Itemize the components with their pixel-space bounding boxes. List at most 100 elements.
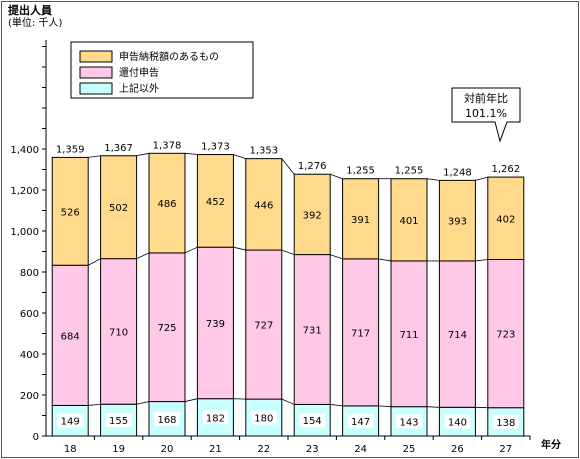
bar-total-label: 1,248 bbox=[443, 167, 472, 178]
bar-segment bbox=[438, 179, 476, 262]
value-label-background bbox=[492, 414, 519, 429]
series-connector-line bbox=[330, 173, 343, 180]
series-connector-line bbox=[330, 404, 343, 407]
callout-value: 101.1% bbox=[465, 107, 507, 120]
bar-value-label: 710 bbox=[109, 327, 128, 338]
bar-value-label: 182 bbox=[206, 413, 225, 424]
bar-total-label: 1,255 bbox=[395, 166, 424, 177]
bar-segment bbox=[390, 260, 428, 408]
bar-value-label: 526 bbox=[61, 207, 80, 218]
value-label-background bbox=[347, 413, 374, 428]
bar-value-label: 711 bbox=[399, 330, 418, 341]
bar-value-label: 684 bbox=[61, 331, 80, 342]
y-tick-label: 1,400 bbox=[10, 145, 39, 156]
y-tick-label: 1,000 bbox=[10, 227, 39, 238]
bar-value-label: 723 bbox=[496, 330, 515, 341]
legend-swatch bbox=[79, 66, 113, 79]
x-tick-label: 21 bbox=[209, 444, 222, 455]
y-tick-label: 0 bbox=[33, 432, 39, 443]
y-tick-label: 200 bbox=[20, 391, 39, 402]
bar-value-label: 180 bbox=[254, 414, 273, 425]
chart-title: 提出人員 bbox=[8, 3, 52, 17]
bar-value-label: 486 bbox=[157, 199, 176, 210]
bar-value-label: 725 bbox=[157, 323, 176, 334]
bar-value-label: 401 bbox=[399, 216, 418, 227]
series-connector-line bbox=[281, 158, 295, 175]
bar-value-label: 714 bbox=[448, 330, 467, 341]
bar-segment bbox=[245, 158, 283, 251]
bar-segment bbox=[342, 178, 380, 260]
bar-segment bbox=[390, 178, 428, 262]
legend-label: 還付申告 bbox=[119, 66, 159, 79]
bar-segment bbox=[148, 152, 186, 254]
bar-value-label: 717 bbox=[351, 328, 370, 339]
bar-value-label: 154 bbox=[303, 416, 322, 427]
bar-total-label: 1,262 bbox=[491, 164, 520, 175]
series-connector-line bbox=[475, 176, 488, 181]
bar-value-label: 138 bbox=[496, 418, 515, 429]
series-connector-line bbox=[88, 258, 101, 266]
bar-value-label: 149 bbox=[61, 417, 80, 428]
bar-value-label: 502 bbox=[109, 203, 128, 214]
y-tick-label: 600 bbox=[20, 309, 39, 320]
x-tick-label: 22 bbox=[257, 444, 270, 455]
bar-segment bbox=[438, 260, 476, 408]
bar-value-label: 155 bbox=[109, 416, 128, 427]
value-label-background bbox=[444, 414, 471, 429]
bar-segment bbox=[51, 264, 89, 406]
bar-value-label: 392 bbox=[303, 210, 322, 221]
value-label-background bbox=[202, 410, 229, 425]
series-connector-line bbox=[184, 152, 198, 155]
unit-label: (単位: 千人) bbox=[8, 16, 62, 29]
series-connector-line bbox=[475, 259, 488, 262]
callout-box bbox=[451, 87, 521, 143]
bar-segment bbox=[245, 249, 283, 400]
series-connector-line bbox=[233, 154, 246, 160]
bar-segment bbox=[51, 156, 89, 266]
x-tick-label: 18 bbox=[64, 444, 77, 455]
series-connector-line bbox=[136, 252, 150, 260]
legend-swatch bbox=[79, 82, 113, 95]
x-tick-label: 26 bbox=[451, 444, 464, 455]
bar-total-label: 1,276 bbox=[298, 161, 327, 172]
bar-value-label: 727 bbox=[254, 321, 273, 332]
bar-total-label: 1,373 bbox=[201, 142, 230, 153]
y-tick-label: 800 bbox=[20, 268, 39, 279]
bar-value-label: 393 bbox=[448, 217, 467, 228]
bar-segment bbox=[100, 155, 138, 260]
bar-segment bbox=[148, 252, 186, 403]
bar-value-label: 739 bbox=[206, 319, 225, 330]
value-label-background bbox=[396, 414, 422, 429]
series-connector-line bbox=[281, 249, 295, 255]
value-label-background bbox=[250, 410, 277, 425]
series-connector-line bbox=[330, 254, 343, 260]
series-connector-line bbox=[281, 398, 295, 405]
bar-total-label: 1,359 bbox=[56, 144, 85, 155]
bar-value-label: 143 bbox=[399, 417, 418, 428]
series-connector-line bbox=[184, 398, 198, 402]
series-connector-line bbox=[426, 406, 440, 408]
bar-value-label: 168 bbox=[157, 415, 176, 426]
series-connector-line bbox=[136, 401, 150, 405]
x-tick-label: 24 bbox=[354, 444, 367, 455]
series-connector-line bbox=[136, 152, 150, 157]
bar-total-label: 1,353 bbox=[249, 146, 278, 157]
series-connector-line bbox=[426, 178, 440, 181]
bar-value-label: 140 bbox=[448, 418, 467, 429]
series-connector-line bbox=[378, 405, 392, 408]
bar-segment bbox=[196, 154, 234, 248]
y-tick-label: 400 bbox=[20, 350, 39, 361]
bar-segment bbox=[487, 176, 525, 260]
value-label-background bbox=[154, 411, 180, 426]
value-label-background bbox=[57, 413, 84, 428]
legend-label: 申告納税額のあるもの bbox=[119, 50, 219, 63]
bar-value-label: 147 bbox=[351, 417, 370, 428]
x-tick-label: 25 bbox=[403, 444, 416, 455]
bar-total-label: 1,367 bbox=[104, 143, 133, 154]
x-axis-label: 年分 bbox=[541, 438, 561, 451]
series-connector-line bbox=[233, 246, 246, 251]
bar-segment bbox=[100, 258, 138, 405]
x-tick-label: 23 bbox=[306, 444, 319, 455]
